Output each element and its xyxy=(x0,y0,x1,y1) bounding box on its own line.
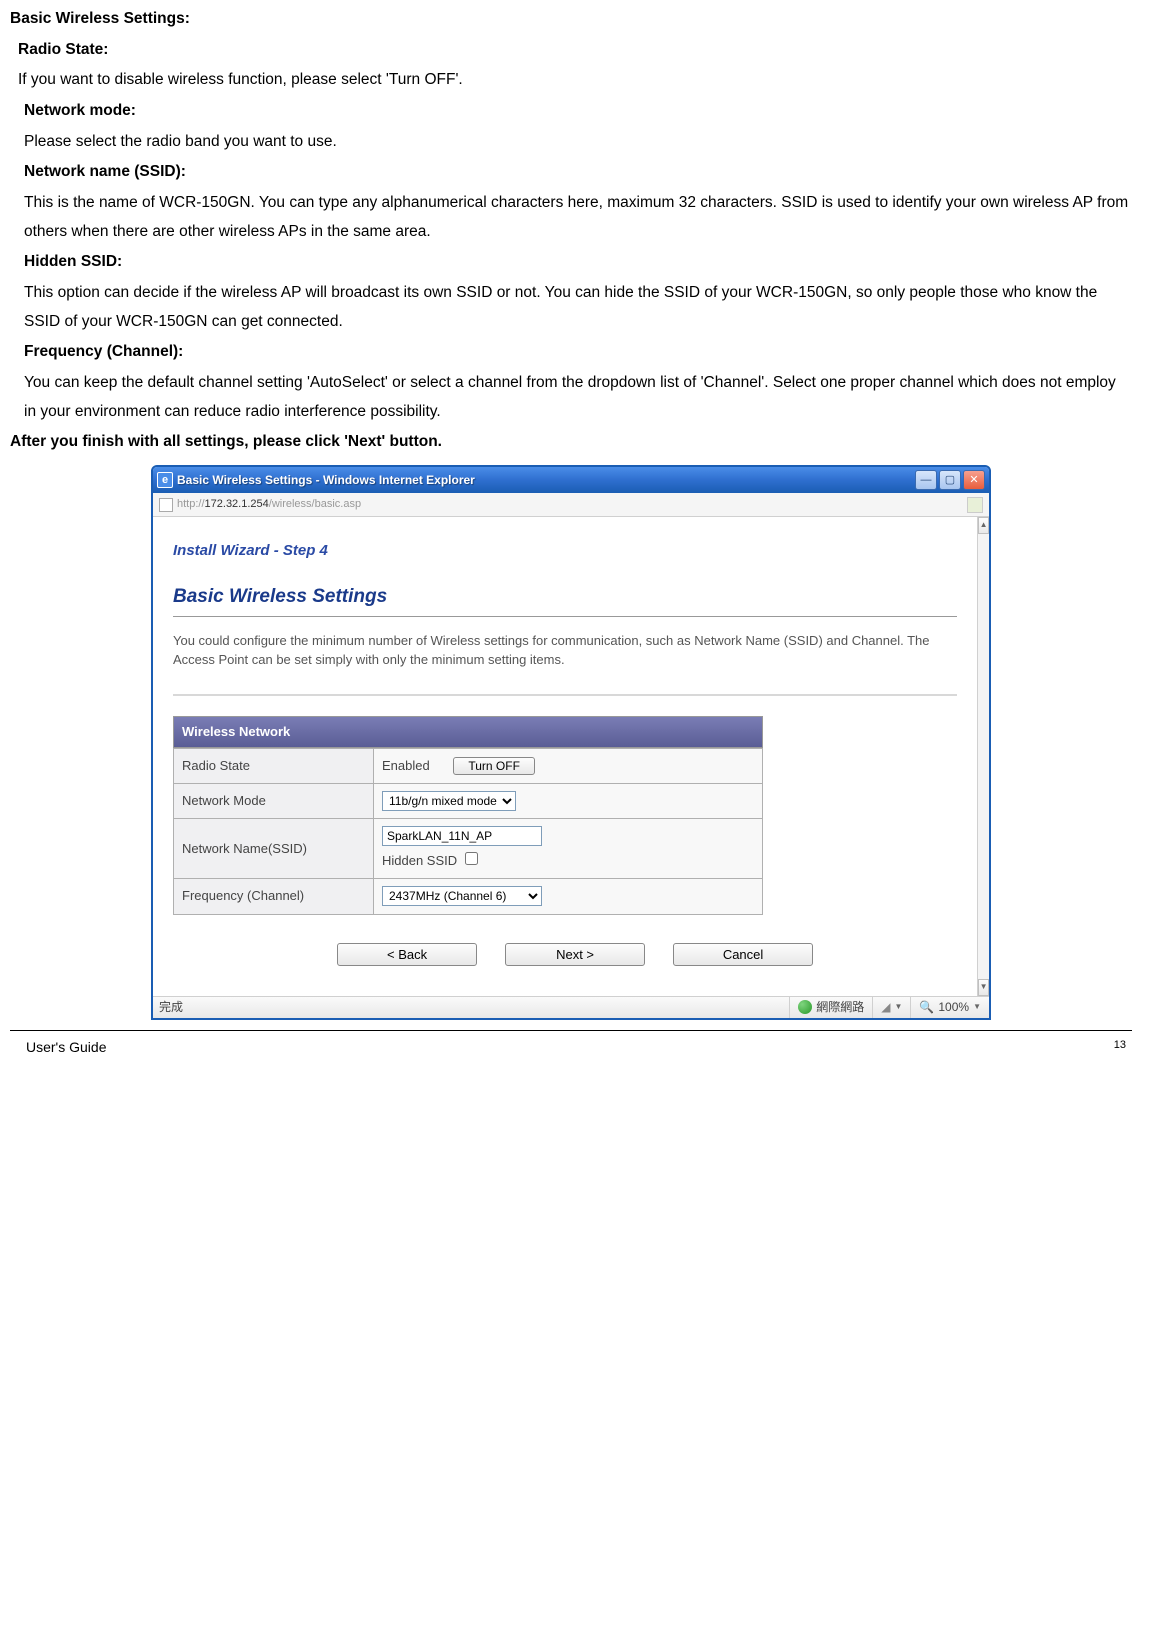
window-titlebar: e Basic Wireless Settings - Windows Inte… xyxy=(153,467,989,493)
row-radio-state: Radio State Enabled Turn OFF xyxy=(174,749,763,784)
content-area: Install Wizard - Step 4 Basic Wireless S… xyxy=(153,517,989,995)
minimize-button[interactable]: — xyxy=(915,470,937,490)
label-frequency: Frequency (Channel) xyxy=(174,879,374,914)
status-zone: 網際網路 xyxy=(789,997,872,1018)
heading-ssid: Network name (SSID): xyxy=(10,158,1132,187)
status-done: 完成 xyxy=(153,996,789,1018)
heading-hidden-ssid: Hidden SSID: xyxy=(10,248,1132,277)
scroll-up-arrow[interactable]: ▲ xyxy=(978,517,989,534)
heading-radio-state: Radio State: xyxy=(10,36,1132,65)
heading-network-mode: Network mode: xyxy=(10,97,1132,126)
close-button[interactable]: ✕ xyxy=(963,470,985,490)
zoom-level: 100% xyxy=(938,996,969,1018)
status-zone-text: 網際網路 xyxy=(816,996,864,1018)
page-title: Basic Wireless Settings xyxy=(173,579,957,617)
page-number: 13 xyxy=(1114,1035,1126,1061)
screenshot-container: e Basic Wireless Settings - Windows Inte… xyxy=(10,465,1132,1019)
row-network-mode: Network Mode 11b/g/n mixed mode xyxy=(174,784,763,819)
page-footer: User's Guide 13 xyxy=(10,1030,1132,1061)
scroll-track[interactable] xyxy=(978,534,989,978)
text-frequency: You can keep the default channel setting… xyxy=(10,369,1132,426)
row-frequency: Frequency (Channel) 2437MHz (Channel 6) xyxy=(174,879,763,914)
hidden-ssid-checkbox[interactable] xyxy=(465,852,478,865)
label-radio-state: Radio State xyxy=(174,749,374,784)
turn-off-button[interactable]: Turn OFF xyxy=(453,757,535,775)
maximize-button[interactable]: ▢ xyxy=(939,470,961,490)
next-button[interactable]: Next > xyxy=(505,943,645,966)
label-hidden-ssid: Hidden SSID xyxy=(382,853,457,868)
settings-table: Radio State Enabled Turn OFF Network Mod… xyxy=(173,748,763,915)
row-ssid: Network Name(SSID) Hidden SSID xyxy=(174,819,763,879)
network-mode-select[interactable]: 11b/g/n mixed mode xyxy=(382,791,516,811)
url-prefix: http:// xyxy=(177,498,205,510)
label-ssid: Network Name(SSID) xyxy=(174,819,374,879)
globe-icon xyxy=(798,1000,812,1014)
address-bar: http://172.32.1.254/wireless/basic.asp xyxy=(153,493,989,517)
page-icon xyxy=(159,498,173,512)
ssid-input[interactable] xyxy=(382,826,542,846)
url-path: /wireless/basic.asp xyxy=(269,498,361,510)
shield-icon: ◢ xyxy=(881,996,890,1018)
compat-icon[interactable] xyxy=(967,497,983,513)
divider xyxy=(173,694,957,696)
status-protected-mode: ◢ ▼ xyxy=(872,997,910,1018)
wizard-step-label: Install Wizard - Step 4 xyxy=(173,537,957,565)
status-bar: 完成 網際網路 ◢ ▼ 🔍 100% ▼ xyxy=(153,996,989,1018)
text-ssid: This is the name of WCR-150GN. You can t… xyxy=(10,189,1132,246)
value-radio-state: Enabled xyxy=(382,758,430,773)
cancel-button[interactable]: Cancel xyxy=(673,943,813,966)
heading-basic-wireless: Basic Wireless Settings: xyxy=(10,5,1132,34)
status-zoom[interactable]: 🔍 100% ▼ xyxy=(910,997,989,1018)
nav-buttons: < Back Next > Cancel xyxy=(173,943,957,966)
footer-title: User's Guide xyxy=(26,1035,106,1061)
back-button[interactable]: < Back xyxy=(337,943,477,966)
zoom-icon: 🔍 xyxy=(919,996,934,1018)
url-host: 172.32.1.254 xyxy=(205,498,269,510)
text-network-mode: Please select the radio band you want to… xyxy=(10,128,1132,157)
page-description: You could configure the minimum number o… xyxy=(173,631,957,670)
frequency-select[interactable]: 2437MHz (Channel 6) xyxy=(382,886,542,906)
dropdown-arrow-icon[interactable]: ▼ xyxy=(973,1000,981,1015)
text-hidden-ssid: This option can decide if the wireless A… xyxy=(10,279,1132,336)
dropdown-arrow-icon[interactable]: ▼ xyxy=(895,1000,903,1015)
url-display[interactable]: http://172.32.1.254/wireless/basic.asp xyxy=(177,494,963,514)
page-content: Install Wizard - Step 4 Basic Wireless S… xyxy=(153,517,977,995)
heading-frequency: Frequency (Channel): xyxy=(10,338,1132,367)
text-finish-instruction: After you finish with all settings, plea… xyxy=(10,428,1132,457)
scroll-down-arrow[interactable]: ▼ xyxy=(978,979,989,996)
label-network-mode: Network Mode xyxy=(174,784,374,819)
ie-window: e Basic Wireless Settings - Windows Inte… xyxy=(151,465,991,1019)
window-title: Basic Wireless Settings - Windows Intern… xyxy=(177,469,915,491)
section-header: Wireless Network xyxy=(173,716,763,748)
window-controls: — ▢ ✕ xyxy=(915,470,985,490)
text-radio-state: If you want to disable wireless function… xyxy=(10,66,1132,95)
ie-icon: e xyxy=(157,472,173,488)
vertical-scrollbar[interactable]: ▲ ▼ xyxy=(977,517,989,995)
